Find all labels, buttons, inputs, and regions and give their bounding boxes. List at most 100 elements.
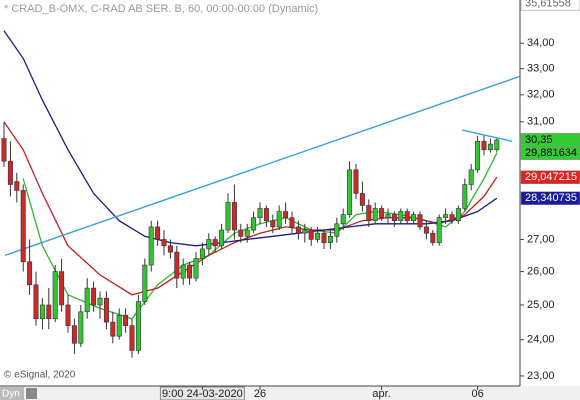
- candle-body: [334, 223, 340, 237]
- moving-average-line: [3, 121, 498, 296]
- time-axis-strip: [0, 386, 580, 400]
- x-tick-label: apr.: [372, 388, 390, 400]
- candle-body: [97, 297, 103, 306]
- y-tick-label: 24,00: [527, 334, 555, 346]
- candle-body: [276, 211, 282, 228]
- candle-body: [449, 214, 455, 222]
- x-tick-label: 9:00 24-03-2020: [162, 388, 243, 400]
- candle-body: [455, 208, 461, 222]
- candle-body: [327, 236, 333, 243]
- y-tick-label: 26,00: [527, 265, 555, 277]
- y-tick-label: 33,00: [527, 63, 555, 75]
- candle-body: [193, 258, 199, 279]
- candle-body: [103, 297, 109, 323]
- icon[interactable]: [26, 388, 37, 399]
- candle-body: [404, 211, 410, 222]
- candle-body: [430, 232, 436, 243]
- candle-body: [1, 138, 7, 162]
- candle-body: [481, 140, 487, 151]
- candle-body: [174, 251, 180, 279]
- candle-body: [263, 208, 269, 222]
- candle-body: [302, 229, 308, 234]
- candle-body: [391, 214, 397, 222]
- candle-body: [295, 226, 301, 234]
- candle-body: [487, 143, 493, 151]
- y-tick-label: 25,00: [527, 299, 555, 311]
- candle-body: [199, 248, 205, 259]
- candle-body: [225, 202, 231, 231]
- candle-body: [289, 217, 295, 228]
- candle-body: [116, 314, 122, 337]
- candle-body: [462, 184, 468, 209]
- candle-body: [71, 325, 77, 344]
- plot-area: [1, 30, 521, 358]
- candle-body: [91, 287, 97, 306]
- candle-body: [39, 304, 45, 319]
- price-label: 28,340735: [525, 192, 577, 204]
- candle-body: [46, 304, 52, 319]
- y-tick-label: 23,00: [527, 370, 555, 382]
- y-tick-label: 34,00: [527, 37, 555, 49]
- candle-body: [142, 264, 148, 302]
- credit: © eSignal, 2020: [4, 370, 76, 381]
- candle-body: [155, 226, 161, 240]
- trend-line: [4, 75, 521, 257]
- candle-body: [129, 325, 135, 351]
- candle-body: [33, 284, 39, 319]
- candle-body: [167, 245, 173, 253]
- candle-body: [423, 226, 429, 234]
- price-label: 30,35: [525, 134, 553, 146]
- candle-body: [84, 287, 90, 313]
- candle-body: [270, 220, 276, 228]
- candle-body: [372, 208, 378, 222]
- price-label-box: [520, 0, 580, 11]
- chart-title: * CRAD_B-OMX, C-RAD AB SER. B, 60, 00:00…: [4, 3, 318, 15]
- price-label: 35,61558: [525, 0, 571, 10]
- candle-body: [251, 217, 257, 231]
- candle-body: [443, 214, 449, 218]
- candle-body: [52, 271, 58, 319]
- candle-body: [366, 205, 372, 222]
- candle-body: [59, 271, 65, 306]
- candle-body: [315, 232, 321, 240]
- candle-body: [494, 139, 500, 151]
- candle-body: [78, 311, 84, 344]
- candle-body: [123, 314, 129, 326]
- candle-body: [353, 169, 359, 194]
- candle-body: [321, 232, 327, 243]
- candle-body: [27, 261, 33, 286]
- candle-body: [411, 214, 417, 222]
- candle-body: [161, 239, 167, 247]
- candle-body: [187, 264, 193, 279]
- candle-body: [148, 226, 154, 266]
- candle-body: [219, 229, 225, 247]
- candle-body: [180, 264, 186, 279]
- candle-body: [347, 169, 353, 215]
- candle-body: [65, 304, 71, 326]
- candle-body: [379, 208, 385, 218]
- mode-button[interactable]: [0, 387, 24, 400]
- mode-label[interactable]: Dyn: [2, 389, 20, 400]
- candle-body: [14, 181, 20, 191]
- candle-body: [257, 208, 263, 218]
- candle-body: [110, 321, 116, 337]
- candle-body: [212, 239, 218, 247]
- candle-body: [238, 229, 244, 237]
- price-label: 29,881634: [525, 147, 577, 159]
- y-tick-label: 31,00: [527, 116, 555, 128]
- candle-body: [283, 211, 289, 218]
- candle-body: [475, 140, 481, 171]
- candle-body: [231, 202, 237, 231]
- price-label: 29,047215: [525, 171, 577, 183]
- y-tick-label: 27,00: [527, 233, 555, 245]
- x-tick-label: 26: [254, 388, 266, 400]
- candle-body: [359, 193, 365, 206]
- candle-body: [308, 229, 314, 240]
- candle-body: [340, 214, 346, 225]
- candle-body: [206, 239, 212, 250]
- candle-body: [398, 211, 404, 222]
- candle-body: [417, 214, 423, 228]
- y-tick-label: 32,00: [527, 89, 555, 101]
